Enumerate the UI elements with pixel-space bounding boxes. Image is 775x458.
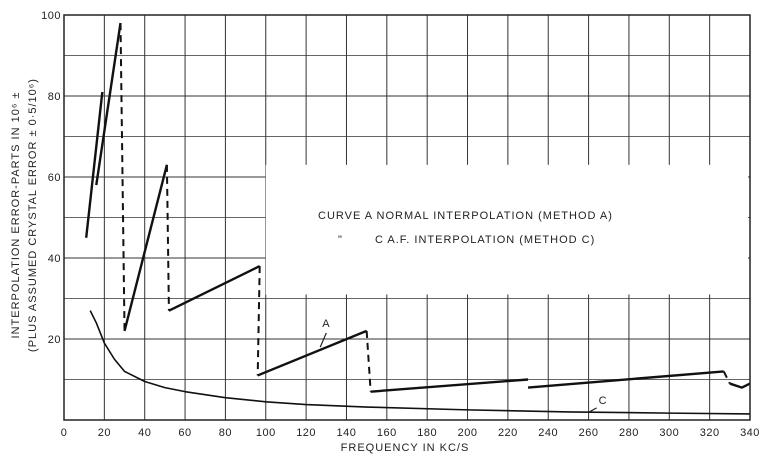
x-tick-label: 20 xyxy=(98,427,111,439)
curve-a-dashed-segment xyxy=(165,164,170,311)
legend-line-1: CURVE A NORMAL INTERPOLATION (METHOD A) xyxy=(318,210,613,222)
curve-a-segment xyxy=(729,382,751,389)
x-tick-label: 120 xyxy=(296,427,316,439)
curve-a-dashed-segment xyxy=(256,266,261,376)
curve-a-segment xyxy=(123,164,169,332)
x-tick-label: 100 xyxy=(256,427,276,439)
x-tick-label: 200 xyxy=(458,427,478,439)
y-axis-title-line2: (PLUS ASSUMED CRYSTAL ERROR ± 0·5/10⁶) xyxy=(27,78,39,352)
y-tick-label: 100 xyxy=(41,10,61,22)
y-tick-label: 20 xyxy=(48,334,61,346)
y-tick-label: 80 xyxy=(48,91,61,103)
curve-a-label-leader xyxy=(319,332,327,348)
curve-a-segment xyxy=(527,370,724,389)
x-tick-label: 300 xyxy=(659,427,679,439)
curve-a-segment xyxy=(257,329,368,377)
legend-line-2: C A.F. INTERPOLATION (METHOD C) xyxy=(375,234,595,246)
x-tick-label: 320 xyxy=(700,427,720,439)
legend-ditto-mark: " xyxy=(338,234,343,246)
curve-a-segment xyxy=(370,378,529,393)
x-tick-label: 0 xyxy=(61,427,68,439)
curve-a-dashed-segment xyxy=(722,370,731,384)
x-tick-label: 180 xyxy=(417,427,437,439)
x-tick-label: 60 xyxy=(178,427,191,439)
x-tick-label: 280 xyxy=(619,427,639,439)
curve-a-segment xyxy=(95,22,122,186)
x-tick-label: 80 xyxy=(219,427,232,439)
y-tick-label: 60 xyxy=(48,172,61,184)
curve-a-segment xyxy=(85,91,104,238)
y-tick-label: 40 xyxy=(48,253,61,265)
x-tick-label: 160 xyxy=(377,427,397,439)
legend-box xyxy=(265,164,748,295)
curve-a-segment xyxy=(168,265,261,312)
plot-frame xyxy=(63,14,751,421)
curve-a-dashed-segment xyxy=(119,23,126,331)
x-tick-label: 260 xyxy=(579,427,599,439)
curve-c-label-leader xyxy=(588,407,597,413)
curve-a-dashed-segment xyxy=(365,330,372,392)
y-tick-labels: 20 40 60 80 100 xyxy=(41,10,61,346)
curve-c-line xyxy=(89,310,751,415)
y-axis-title-line1: INTERPOLATION ERROR-PARTS IN 10⁶ ± xyxy=(10,92,22,339)
x-tick-labels: 0 20 40 60 80 100 120 140 160 180 200 220 240 260 280 3… xyxy=(61,427,760,439)
curve-c-label: C xyxy=(599,395,608,407)
x-tick-label: 220 xyxy=(498,427,518,439)
x-tick-label: 40 xyxy=(138,427,151,439)
x-tick-label: 240 xyxy=(538,427,558,439)
x-axis-title: FREQUENCY IN KC/S xyxy=(341,442,470,454)
x-tick-label: 340 xyxy=(740,427,760,439)
x-tick-label: 140 xyxy=(337,427,357,439)
curve-a-label: A xyxy=(322,318,330,330)
series-layer xyxy=(85,22,751,415)
